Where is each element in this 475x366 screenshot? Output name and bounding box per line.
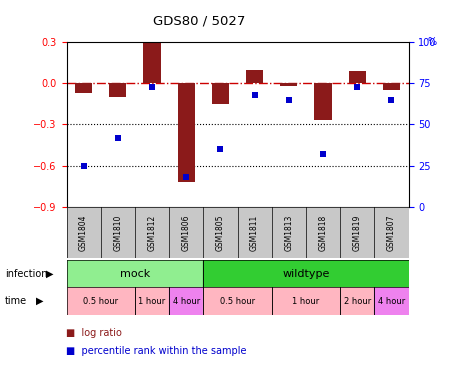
Point — [80, 163, 87, 168]
Bar — [383, 83, 400, 90]
Bar — [349, 71, 366, 83]
Text: ■  percentile rank within the sample: ■ percentile rank within the sample — [66, 346, 247, 356]
Bar — [66, 260, 203, 287]
Bar — [340, 207, 374, 258]
Bar — [340, 287, 374, 315]
Point — [148, 83, 156, 89]
Text: GSM1813: GSM1813 — [285, 214, 293, 251]
Point — [114, 135, 122, 141]
Text: wildtype: wildtype — [282, 269, 330, 279]
Bar — [246, 70, 263, 83]
Bar — [143, 42, 161, 83]
Text: GSM1806: GSM1806 — [182, 214, 190, 251]
Bar — [238, 207, 272, 258]
Bar — [272, 287, 340, 315]
Bar — [101, 207, 135, 258]
Bar — [374, 287, 408, 315]
Bar — [178, 83, 195, 182]
Text: GSM1818: GSM1818 — [319, 214, 327, 251]
Point — [217, 146, 224, 152]
Point — [353, 83, 361, 89]
Bar — [280, 83, 297, 86]
Text: 0.5 hour: 0.5 hour — [83, 296, 118, 306]
Text: 1 hour: 1 hour — [138, 296, 166, 306]
Bar — [66, 287, 135, 315]
Bar — [203, 260, 408, 287]
Y-axis label: %: % — [428, 37, 437, 47]
Text: ▶: ▶ — [46, 269, 54, 279]
Text: infection: infection — [5, 269, 47, 279]
Bar — [135, 287, 169, 315]
Bar — [212, 83, 229, 104]
Bar — [306, 207, 340, 258]
Text: 4 hour: 4 hour — [172, 296, 200, 306]
Text: time: time — [5, 296, 27, 306]
Bar — [66, 207, 101, 258]
Text: GDS80 / 5027: GDS80 / 5027 — [153, 15, 246, 28]
Bar — [203, 287, 272, 315]
Text: mock: mock — [120, 269, 150, 279]
Text: GSM1810: GSM1810 — [114, 214, 122, 251]
Bar — [169, 287, 203, 315]
Text: GSM1811: GSM1811 — [250, 214, 259, 251]
Text: GSM1807: GSM1807 — [387, 214, 396, 251]
Bar — [135, 207, 169, 258]
Point — [388, 97, 395, 102]
Text: 1 hour: 1 hour — [292, 296, 320, 306]
Bar — [169, 207, 203, 258]
Text: 0.5 hour: 0.5 hour — [220, 296, 255, 306]
Bar — [272, 207, 306, 258]
Text: ▶: ▶ — [36, 296, 43, 306]
Text: 2 hour: 2 hour — [343, 296, 371, 306]
Point — [182, 174, 190, 180]
Point — [251, 92, 258, 98]
Text: GSM1805: GSM1805 — [216, 214, 225, 251]
Text: ■  log ratio: ■ log ratio — [66, 328, 123, 338]
Bar — [314, 83, 332, 120]
Bar — [75, 83, 92, 93]
Bar — [374, 207, 408, 258]
Bar — [203, 207, 238, 258]
Text: GSM1819: GSM1819 — [353, 214, 361, 251]
Text: GSM1812: GSM1812 — [148, 214, 156, 251]
Text: 4 hour: 4 hour — [378, 296, 405, 306]
Point — [319, 151, 327, 157]
Bar — [109, 83, 126, 97]
Text: GSM1804: GSM1804 — [79, 214, 88, 251]
Point — [285, 97, 293, 102]
